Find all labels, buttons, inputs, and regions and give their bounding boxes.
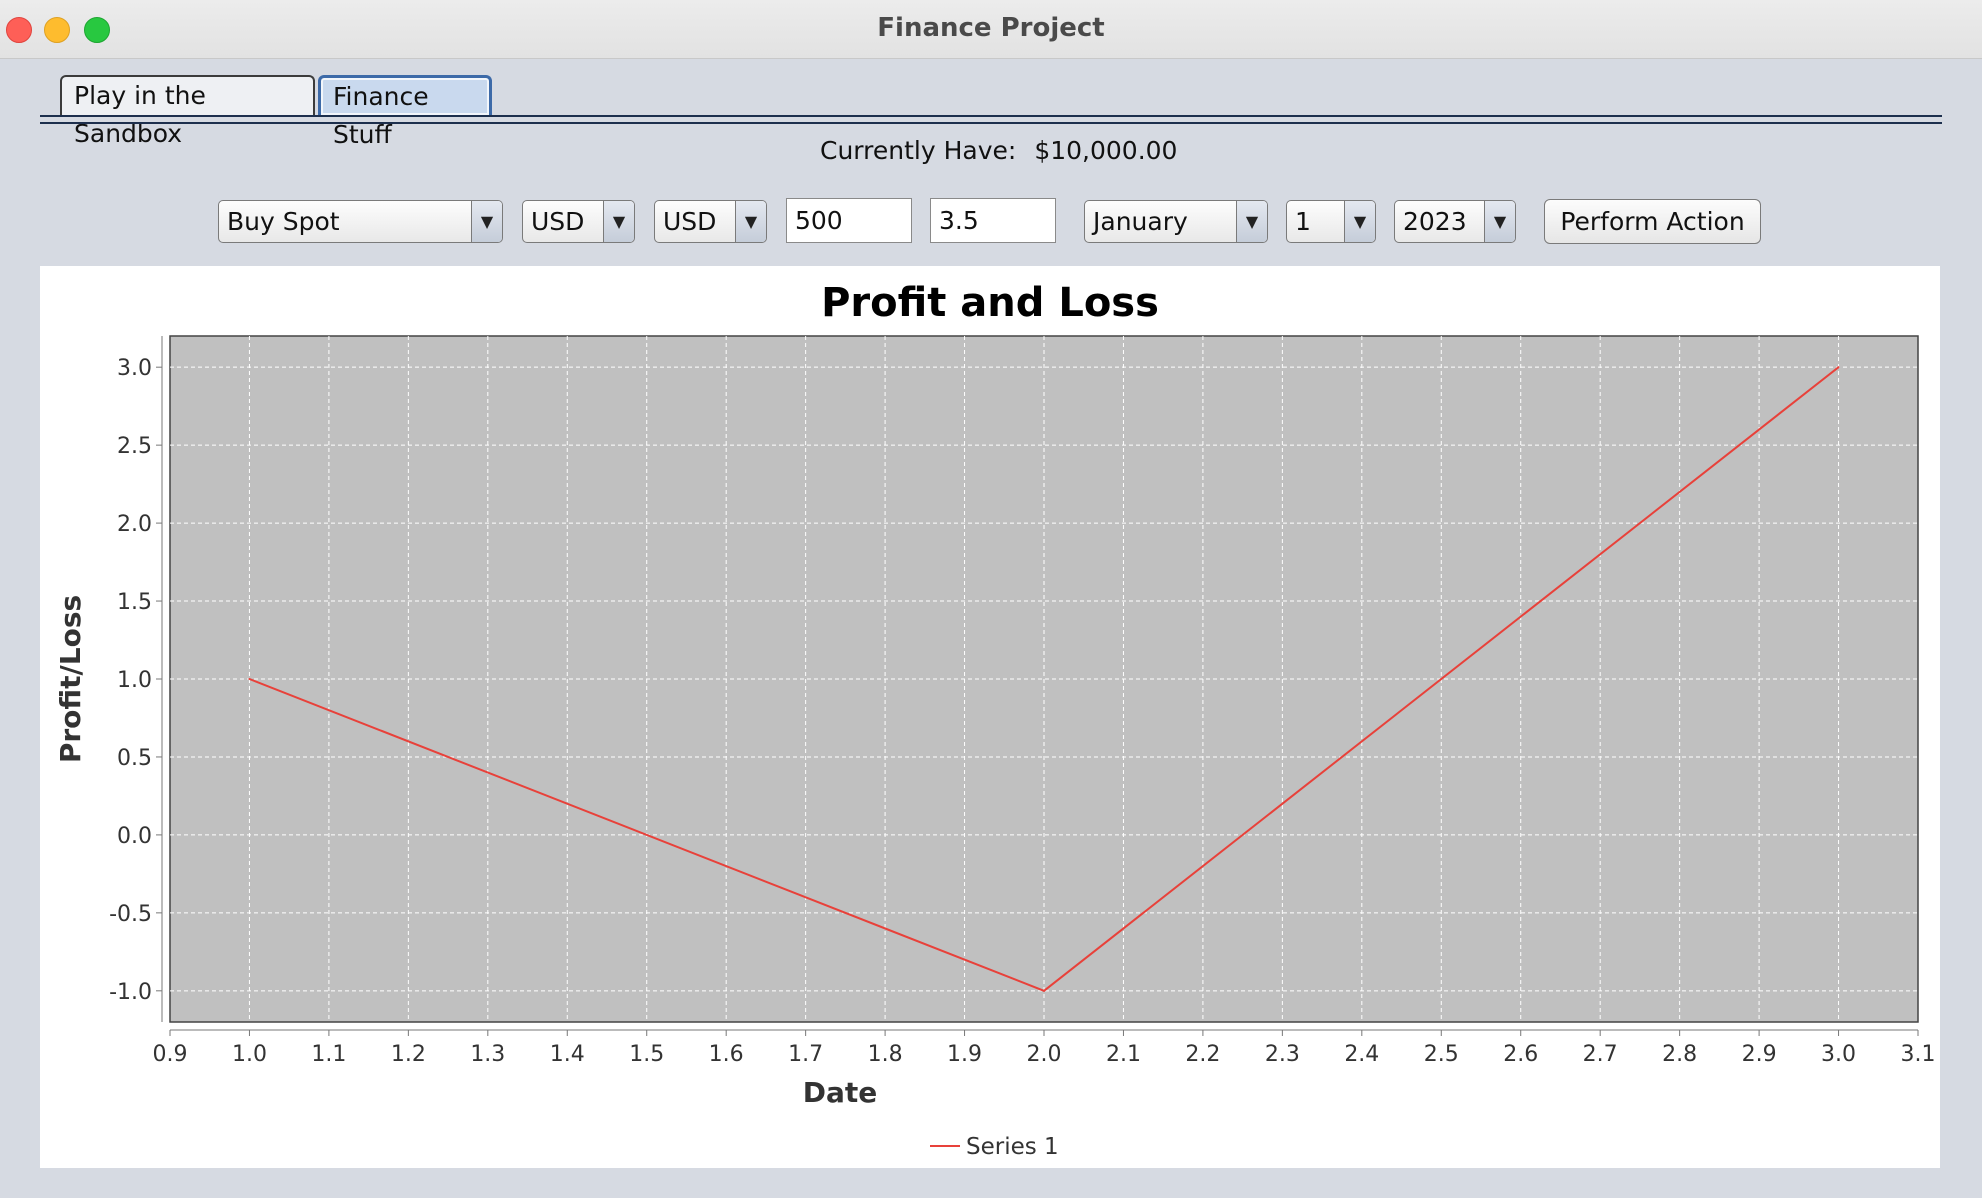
x-tick-label: 3.1 [1901, 1042, 1936, 1067]
y-tick-label: 1.5 [117, 590, 152, 615]
chart-title: Profit and Loss [821, 280, 1159, 326]
currency-to-value: USD [663, 207, 717, 236]
triangle-down-icon[interactable]: ▼ [471, 201, 502, 242]
zoom-window-icon[interactable] [84, 17, 110, 43]
currency-to-select[interactable]: USD ▼ [654, 200, 767, 243]
triangle-down-icon[interactable]: ▼ [735, 201, 766, 242]
action-select-value: Buy Spot [227, 207, 340, 236]
close-window-icon[interactable] [6, 17, 32, 43]
y-tick-label: -0.5 [109, 902, 152, 927]
action-select[interactable]: Buy Spot ▼ [218, 200, 503, 243]
y-tick-label: 3.0 [117, 356, 152, 381]
amount-field[interactable]: 500 [786, 198, 912, 243]
month-select[interactable]: January ▼ [1084, 200, 1268, 243]
y-tick-label: 1.0 [117, 668, 152, 693]
grid-lines [170, 336, 1918, 1022]
day-select-value: 1 [1295, 207, 1311, 236]
x-axis-label: Date [803, 1076, 878, 1109]
data-point [248, 678, 251, 680]
tab-divider-lower [40, 122, 1942, 124]
triangle-down-icon[interactable]: ▼ [1344, 201, 1375, 242]
rate-field[interactable]: 3.5 [930, 198, 1056, 243]
perform-action-button[interactable]: Perform Action [1544, 199, 1761, 244]
x-tick-label: 3.0 [1821, 1042, 1856, 1067]
triangle-down-icon[interactable]: ▼ [1236, 201, 1267, 242]
month-select-value: January [1093, 207, 1188, 236]
x-tick-label: 1.4 [550, 1042, 585, 1067]
x-tick-label: 1.9 [947, 1042, 982, 1067]
y-tick-label: 0.0 [117, 824, 152, 849]
currency-from-select[interactable]: USD ▼ [522, 200, 635, 243]
data-point [1837, 366, 1840, 369]
y-tick-label: 2.5 [117, 434, 152, 459]
triangle-down-icon[interactable]: ▼ [603, 201, 634, 242]
minimize-window-icon[interactable] [44, 17, 70, 43]
x-tick-label: 1.6 [709, 1042, 744, 1067]
x-tick-label: 2.5 [1424, 1042, 1459, 1067]
x-tick-label: 1.5 [629, 1042, 664, 1067]
balance-value: $10,000.00 [1034, 136, 1178, 165]
x-tick-label: 2.9 [1742, 1042, 1777, 1067]
y-tick-label: 2.0 [117, 512, 152, 537]
x-tick-label: 1.8 [868, 1042, 903, 1067]
series-lines [248, 366, 1840, 992]
x-tick-label: 2.2 [1185, 1042, 1220, 1067]
year-select-value: 2023 [1403, 207, 1467, 236]
title-bar: Finance Project [0, 0, 1982, 59]
balance-label: Currently Have: [820, 136, 1017, 165]
window-title: Finance Project [877, 13, 1105, 43]
y-axis: 3.0 2.5 2.0 1.5 1.0 0.5 0.0 -0.5 -1.0 [109, 336, 163, 1022]
x-tick-label: 2.0 [1027, 1042, 1062, 1067]
x-tick-label: 1.7 [788, 1042, 823, 1067]
x-tick-label: 1.3 [470, 1042, 505, 1067]
tab-play-in-the-sandbox[interactable]: Play in the Sandbox [60, 75, 315, 148]
x-tick-label: 1.1 [311, 1042, 346, 1067]
y-tick-label: -1.0 [109, 980, 152, 1005]
day-select[interactable]: 1 ▼ [1286, 200, 1376, 243]
data-point [1043, 989, 1045, 992]
x-axis: 0.9 1.0 1.1 1.2 1.3 1.4 1.5 1.6 1.7 1.8 1.9 2.0 2.1 2… [153, 1029, 1936, 1067]
balance-display: Currently Have: $10,000.00 [820, 136, 1177, 165]
year-select[interactable]: 2023 ▼ [1394, 200, 1516, 243]
x-tick-label: 1.0 [232, 1042, 267, 1067]
x-tick-label: 0.9 [153, 1042, 188, 1067]
x-tick-label: 1.2 [391, 1042, 426, 1067]
y-axis-label: Profit/Loss [54, 595, 87, 763]
chart-legend: Series 1 [930, 1134, 1059, 1160]
y-tick-label: 0.5 [117, 746, 152, 771]
triangle-down-icon[interactable]: ▼ [1484, 201, 1515, 242]
chart-panel: Profit and Loss 3.0 2.5 2.0 1.5 1.0 0.5 0.0 -0.… [40, 266, 1940, 1168]
x-tick-label: 2.8 [1662, 1042, 1697, 1067]
x-tick-label: 2.6 [1503, 1042, 1538, 1067]
legend-label-series-1: Series 1 [966, 1134, 1059, 1160]
x-tick-label: 2.1 [1106, 1042, 1141, 1067]
x-tick-label: 2.4 [1344, 1042, 1379, 1067]
x-tick-label: 2.7 [1583, 1042, 1618, 1067]
profit-loss-chart: Profit and Loss 3.0 2.5 2.0 1.5 1.0 0.5 0.0 -0.… [54, 280, 1936, 1160]
x-tick-label: 2.3 [1265, 1042, 1300, 1067]
tab-divider [40, 115, 1942, 117]
tab-finance-stuff[interactable]: Finance Stuff [318, 75, 492, 149]
currency-from-value: USD [531, 207, 585, 236]
